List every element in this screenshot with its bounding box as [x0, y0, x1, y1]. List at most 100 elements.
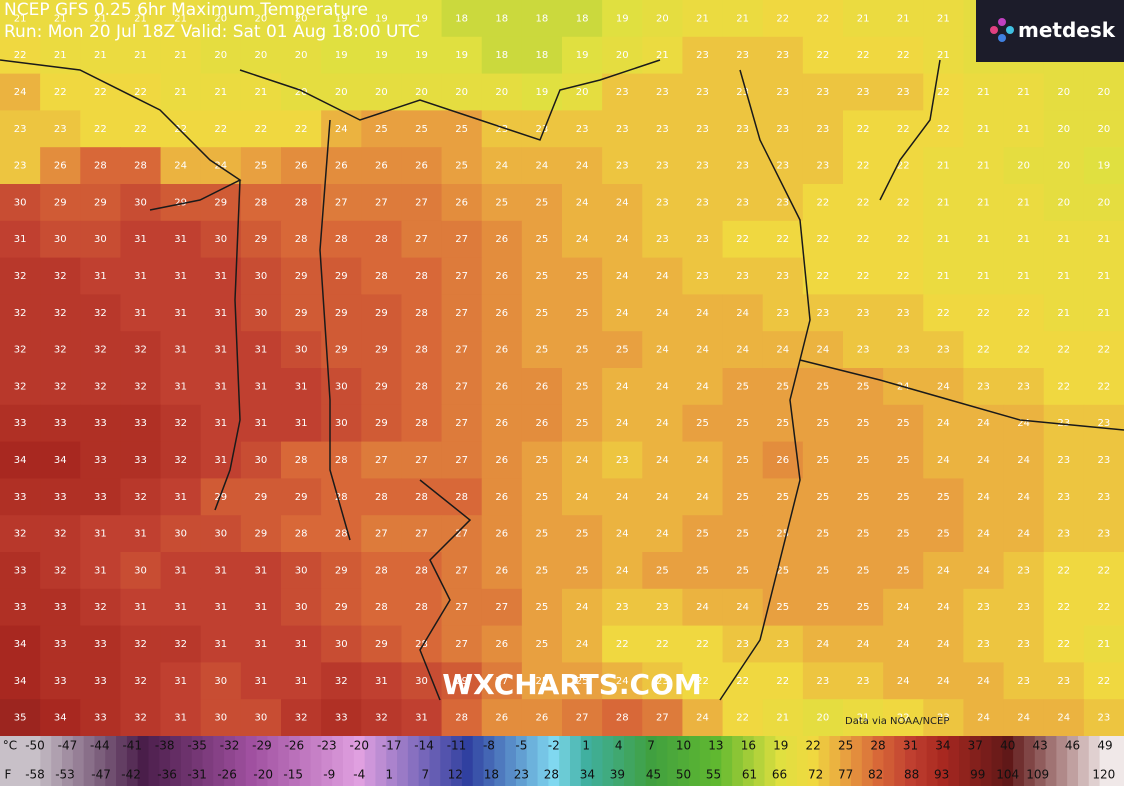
temp-label: 27: [375, 197, 388, 208]
temp-label: 28: [616, 713, 629, 724]
temp-label: 19: [375, 50, 388, 61]
temp-cell: [120, 110, 162, 148]
temp-cell: [160, 294, 202, 332]
temp-cell: [1043, 515, 1085, 553]
temp-cell: [1083, 404, 1124, 443]
temp-label: 25: [857, 381, 870, 392]
temp-cell: [200, 515, 242, 553]
temp-label: 23: [1017, 565, 1030, 576]
temp-label: 29: [335, 602, 348, 613]
temp-label: 22: [897, 50, 910, 61]
scale-swatch: [245, 736, 258, 786]
temp-label: 23: [736, 271, 749, 282]
temp-label: 24: [977, 676, 990, 687]
temp-cell: [0, 147, 41, 185]
temp-label: 24: [616, 197, 629, 208]
temp-label: 31: [255, 381, 268, 392]
temp-cell: [281, 36, 322, 75]
temp-label: 33: [94, 676, 107, 687]
c-label: 40: [1000, 739, 1015, 753]
temp-cell: [923, 220, 964, 259]
c-label: 16: [741, 739, 756, 753]
temp-label: 25: [616, 345, 629, 356]
temp-cell: [401, 368, 443, 406]
temp-label: 25: [656, 565, 669, 576]
f-label: 12: [448, 768, 463, 782]
scale-swatch: [159, 736, 171, 786]
temp-cell: [281, 257, 322, 295]
temp-cell: [281, 588, 322, 627]
temp-label: 24: [576, 197, 589, 208]
temp-label: 30: [94, 234, 107, 245]
temp-cell: [923, 0, 964, 38]
c-label: 43: [1033, 739, 1048, 753]
temp-label: 19: [375, 13, 388, 24]
temp-cell: [762, 36, 804, 75]
temp-label: 28: [335, 455, 348, 466]
temp-label: 26: [375, 161, 388, 172]
temp-label: 18: [495, 13, 508, 24]
f-label: -4: [353, 768, 365, 782]
temp-label: 31: [174, 565, 187, 576]
temp-cell: [521, 515, 563, 553]
temp-cell: [401, 220, 443, 259]
temp-label: 31: [214, 308, 227, 319]
temp-label: 29: [255, 529, 268, 540]
temp-label: 25: [576, 308, 589, 319]
f-label: 45: [646, 768, 661, 782]
temp-cell: [80, 0, 121, 38]
temp-cell: [481, 625, 523, 663]
temp-cell: [562, 220, 603, 259]
temp-cell: [1043, 588, 1085, 627]
temp-label: 22: [817, 271, 830, 282]
temp-cell: [321, 441, 362, 479]
temp-cell: [481, 368, 523, 406]
c-label: -17: [382, 739, 402, 753]
temp-label: 23: [817, 87, 830, 98]
temp-label: 23: [817, 124, 830, 135]
temp-cell: [0, 552, 41, 590]
temp-label: 26: [495, 565, 508, 576]
temp-label: 31: [94, 565, 107, 576]
temp-label: 21: [857, 713, 870, 724]
temp-label: 27: [415, 529, 428, 540]
temp-label: 23: [977, 381, 990, 392]
temp-label: 27: [455, 418, 468, 429]
temp-cell: [281, 184, 322, 222]
temp-label: 24: [696, 381, 709, 392]
temp-label: 24: [696, 602, 709, 613]
temp-cell: [80, 220, 121, 259]
temp-label: 24: [536, 161, 549, 172]
temp-label: 24: [937, 676, 950, 687]
temp-label: 25: [736, 418, 749, 429]
temp-cell: [281, 625, 322, 663]
scale-swatch: [418, 736, 430, 786]
temp-label: 23: [1017, 602, 1030, 613]
temp-cell: [521, 552, 563, 590]
temp-cell: [722, 220, 764, 259]
temp-cell: [682, 184, 724, 222]
temp-cell: [441, 331, 483, 369]
border: [719, 69, 811, 701]
temp-label: 30: [134, 565, 147, 576]
temp-cell: [441, 441, 483, 479]
temp-label: 22: [857, 271, 870, 282]
map: 21 21 21 21 21 20 20 20 19 19 19 18 18 18 18 19 20 21 21 22…: [0, 0, 1124, 737]
temp-label: 21: [14, 13, 27, 24]
temp-label: 33: [54, 676, 67, 687]
temp-cell: [1083, 588, 1124, 627]
temp-cell: [682, 73, 724, 111]
temp-label: 24: [616, 381, 629, 392]
scale-swatch: [613, 736, 625, 786]
c-label: 10: [676, 739, 691, 753]
temp-label: 31: [174, 713, 187, 724]
temp-cell: [1043, 257, 1085, 295]
f-label: 72: [808, 768, 823, 782]
temp-label: 22: [14, 50, 27, 61]
temp-label: 22: [897, 124, 910, 135]
temp-cell: [240, 552, 282, 590]
temp-cell: [762, 625, 804, 663]
temp-label: 22: [857, 234, 870, 245]
logo-box: [976, 0, 1124, 62]
temp-label: 28: [375, 492, 388, 503]
